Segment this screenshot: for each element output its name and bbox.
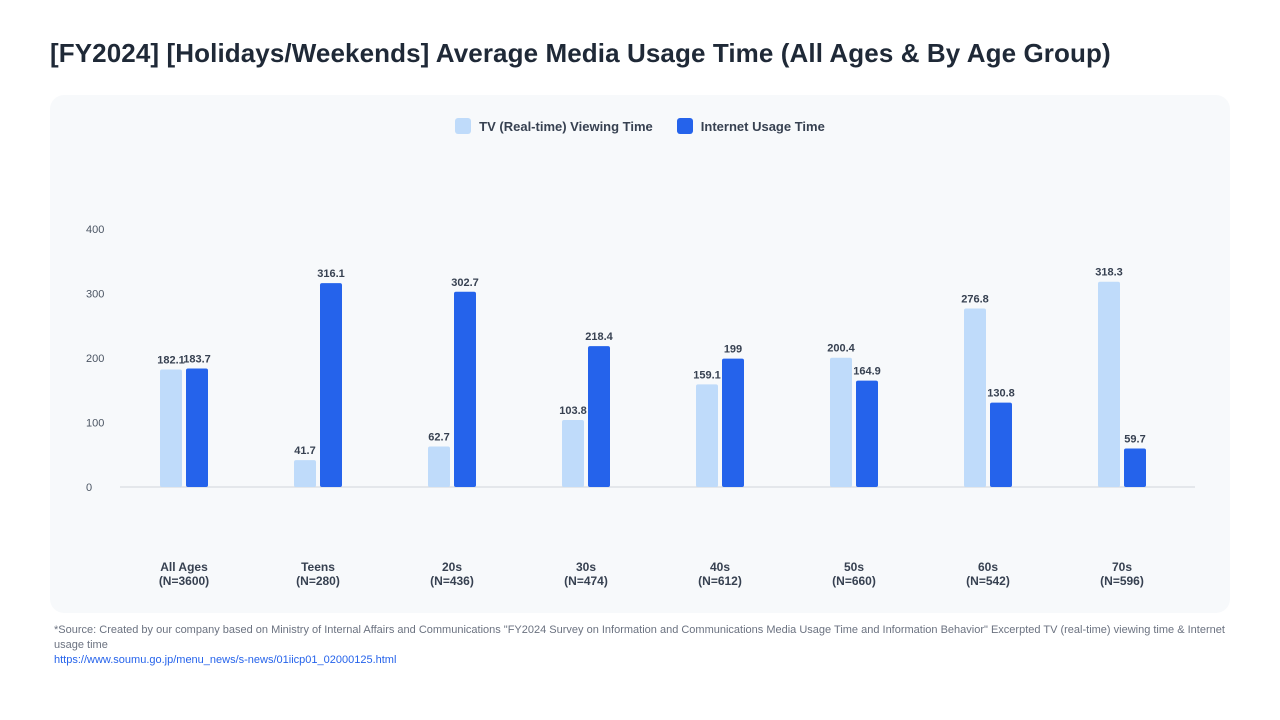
y-tick-label: 200	[86, 353, 104, 365]
data-label-internet: 164.9	[853, 366, 881, 378]
data-label-internet: 316.1	[317, 268, 345, 280]
data-label-internet: 183.7	[183, 354, 211, 366]
bar-tv	[428, 446, 450, 487]
bar-internet	[320, 283, 342, 487]
category-sample-size: (N=542)	[966, 574, 1010, 588]
data-label-tv: 159.1	[693, 369, 721, 381]
category-name: All Ages	[160, 560, 208, 574]
x-tick-label: 50s (N=660)	[832, 560, 876, 588]
category-sample-size: (N=612)	[698, 574, 742, 588]
bar-tv	[964, 308, 986, 487]
legend-swatch-internet	[676, 118, 693, 134]
data-label-tv: 200.4	[827, 343, 855, 355]
category-sample-size: (N=280)	[296, 574, 340, 588]
bar-tv	[294, 460, 316, 487]
y-tick-label: 300	[86, 289, 104, 301]
x-tick-label: 20s (N=436)	[430, 560, 474, 588]
data-label-tv: 62.7	[428, 432, 449, 444]
category-name: 20s	[442, 560, 462, 574]
chart-legend: TV (Real-time) Viewing Time Internet Usa…	[50, 118, 1230, 134]
y-tick-label: 400	[86, 224, 104, 236]
y-tick-label: 0	[86, 482, 92, 494]
bar-internet	[454, 291, 476, 487]
bar-internet	[186, 368, 208, 487]
data-label-tv: 276.8	[961, 293, 989, 305]
bar-tv	[830, 357, 852, 487]
category-name: Teens	[301, 560, 335, 574]
bar-internet	[1124, 448, 1146, 487]
bar-tv	[562, 420, 584, 487]
data-label-internet: 59.7	[1124, 433, 1145, 445]
legend-item-tv: TV (Real-time) Viewing Time	[455, 118, 653, 134]
bar-internet	[990, 402, 1012, 487]
x-tick-label: Teens (N=280)	[296, 560, 340, 588]
x-tick-label: 70s (N=596)	[1100, 560, 1144, 588]
bar-internet	[588, 346, 610, 487]
data-label-internet: 218.4	[585, 331, 613, 343]
legend-swatch-tv	[455, 118, 472, 134]
source-text: *Source: Created by our company based on…	[54, 624, 1225, 651]
category-name: 50s	[844, 560, 864, 574]
bar-tv	[696, 384, 718, 487]
x-tick-label: 60s (N=542)	[966, 560, 1010, 588]
source-note: *Source: Created by our company based on…	[54, 623, 1234, 668]
data-label-tv: 318.3	[1095, 267, 1123, 279]
bar-tv	[160, 369, 182, 487]
x-tick-label: All Ages (N=3600)	[159, 560, 209, 588]
category-sample-size: (N=436)	[430, 574, 474, 588]
category-name: 60s	[978, 560, 998, 574]
legend-label-internet: Internet Usage Time	[700, 118, 825, 134]
data-label-tv: 41.7	[294, 445, 315, 457]
category-sample-size: (N=3600)	[159, 574, 209, 588]
x-tick-label: 40s (N=612)	[698, 560, 742, 588]
x-tick-label: 30s (N=474)	[564, 560, 608, 588]
bar-internet	[856, 380, 878, 487]
category-sample-size: (N=596)	[1100, 574, 1144, 588]
page-title: [FY2024] [Holidays/Weekends] Average Med…	[50, 38, 1111, 68]
legend-label-tv: TV (Real-time) Viewing Time	[479, 118, 653, 134]
data-label-internet: 130.8	[987, 388, 1015, 400]
legend-item-internet: Internet Usage Time	[676, 118, 825, 134]
category-name: 30s	[576, 560, 596, 574]
category-sample-size: (N=660)	[832, 574, 876, 588]
category-name: 40s	[710, 560, 730, 574]
bar-internet	[722, 358, 744, 487]
bar-tv	[1098, 281, 1120, 487]
category-name: 70s	[1112, 560, 1132, 574]
category-sample-size: (N=474)	[564, 574, 608, 588]
data-label-tv: 103.8	[559, 405, 587, 417]
data-label-internet: 199	[724, 344, 742, 356]
data-label-internet: 302.7	[451, 277, 479, 289]
data-label-tv: 182.1	[157, 355, 185, 367]
y-tick-label: 100	[86, 418, 104, 430]
chart-card: TV (Real-time) Viewing Time Internet Usa…	[50, 95, 1230, 613]
source-link[interactable]: https://www.soumu.go.jp/menu_news/s-news…	[54, 654, 397, 666]
